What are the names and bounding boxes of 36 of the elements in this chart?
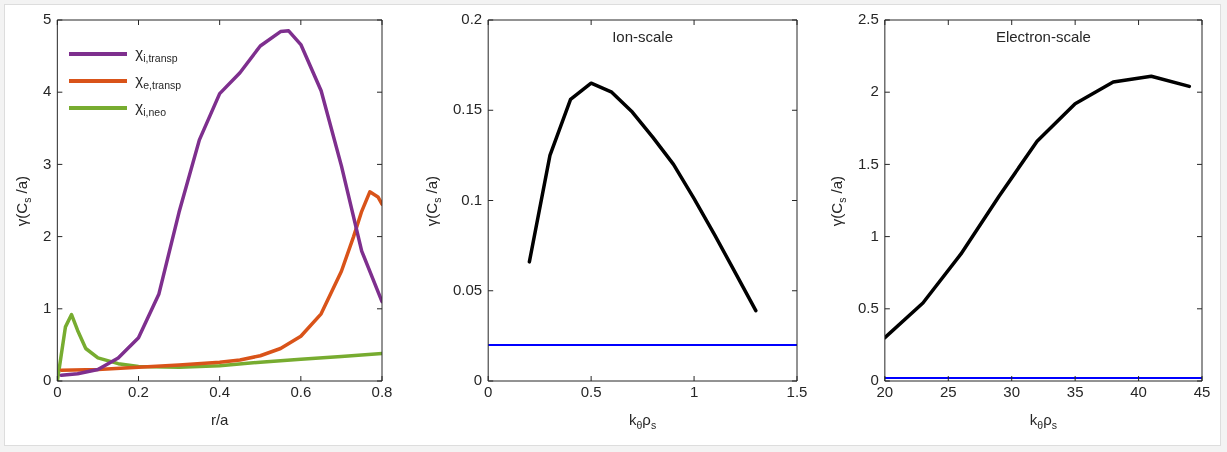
legend-label: χ$_{e,transp}$ (135, 70, 182, 91)
x-tick-label: 25 (939, 383, 957, 401)
x-tick-label: 0.4 (209, 383, 231, 401)
y-tick-label: 0.2 (461, 10, 483, 28)
legend-label: χ$_{i,neo}$ (135, 97, 166, 118)
y-tick-label: 1 (43, 298, 52, 316)
y-tick-label: 4 (43, 82, 52, 100)
y-tick-label: 3 (43, 154, 52, 172)
y-tick-label: 0.1 (461, 190, 483, 208)
legend-label: χ$_{i,transp}$ (135, 43, 178, 64)
y-tick-label: 2 (43, 226, 52, 244)
y-tick-label: 0 (473, 371, 483, 389)
x-tick-label: 30 (1003, 383, 1021, 401)
x-tick-label: 40 (1130, 383, 1147, 401)
x-axis-title: k$_{θ}$ρ$_{s}$ (629, 411, 657, 431)
text: Electron-scale (995, 28, 1091, 45)
x-tick-label: 1.5 (786, 383, 808, 401)
y-tick-label: 2.5 (857, 10, 879, 28)
y-tick-label: 2 (870, 82, 879, 100)
text: Ion-scale (612, 28, 674, 45)
y-tick-label: 1 (870, 226, 879, 244)
x-tick-label: 0.8 (371, 383, 393, 401)
y-tick-label: 1.5 (857, 154, 879, 172)
y-tick-label: 5 (43, 10, 52, 28)
x-axis-title: k$_{θ}$ρ$_{s}$ (1029, 411, 1057, 431)
x-tick-label: 0.2 (128, 383, 149, 401)
x-tick-label: 1 (689, 383, 699, 401)
x-tick-label: 0.5 (580, 383, 602, 401)
y-tick-label: 0.05 (452, 280, 483, 298)
y-tick-label: 0.15 (452, 100, 483, 118)
x-tick-label: 0.6 (290, 383, 312, 401)
y-tick-label: 0 (43, 371, 52, 389)
x-axis-title: r/a (210, 411, 229, 428)
y-tick-label: 0.5 (857, 298, 879, 316)
x-tick-label: 35 (1066, 383, 1084, 401)
x-tick-label: 45 (1193, 383, 1211, 401)
